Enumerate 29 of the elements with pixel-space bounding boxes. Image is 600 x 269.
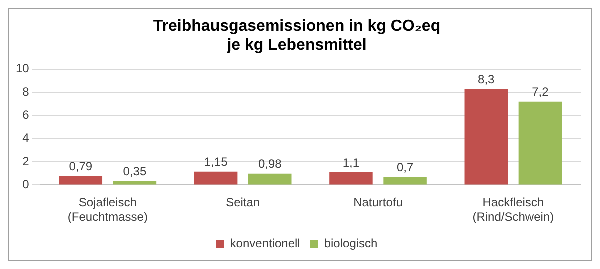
bar: [464, 89, 508, 185]
y-tick-label: 2: [22, 154, 30, 168]
bar: [330, 172, 373, 185]
bar: [113, 181, 157, 185]
legend-label: konventionell: [230, 236, 300, 250]
data-label: 1,15: [204, 155, 228, 170]
x-tick-label: Seitan: [226, 196, 260, 210]
legend-label: biologisch: [324, 236, 378, 250]
bar: [59, 176, 103, 185]
data-label: 0,79: [69, 159, 93, 174]
data-label: 0,98: [258, 157, 282, 172]
y-tick-label: 0: [22, 178, 30, 192]
x-tick-label: Sojafleisch (Feuchtmasse): [68, 196, 148, 224]
data-label: 0,7: [396, 160, 414, 174]
data-label: 7,2: [532, 85, 550, 100]
x-tick-label: Naturtofu: [354, 196, 403, 210]
data-label: 1,1: [342, 156, 360, 170]
data-label: 0,35: [123, 164, 147, 178]
y-tick-label: 4: [22, 131, 30, 146]
y-tick-label: 6: [22, 108, 30, 122]
bar: [194, 172, 238, 185]
bar: [518, 102, 562, 185]
data-label: 8,3: [478, 72, 496, 86]
y-tick-label: 8: [22, 84, 30, 99]
y-tick-label: 10: [16, 62, 30, 76]
bar: [384, 177, 427, 185]
chart-title: Treibhausgasemissionen in kg CO₂eq je kg Lebensmittel: [153, 18, 441, 54]
x-tick-label: Hackfleisch (Rind/Schwein): [472, 196, 554, 224]
bar: [248, 174, 292, 185]
